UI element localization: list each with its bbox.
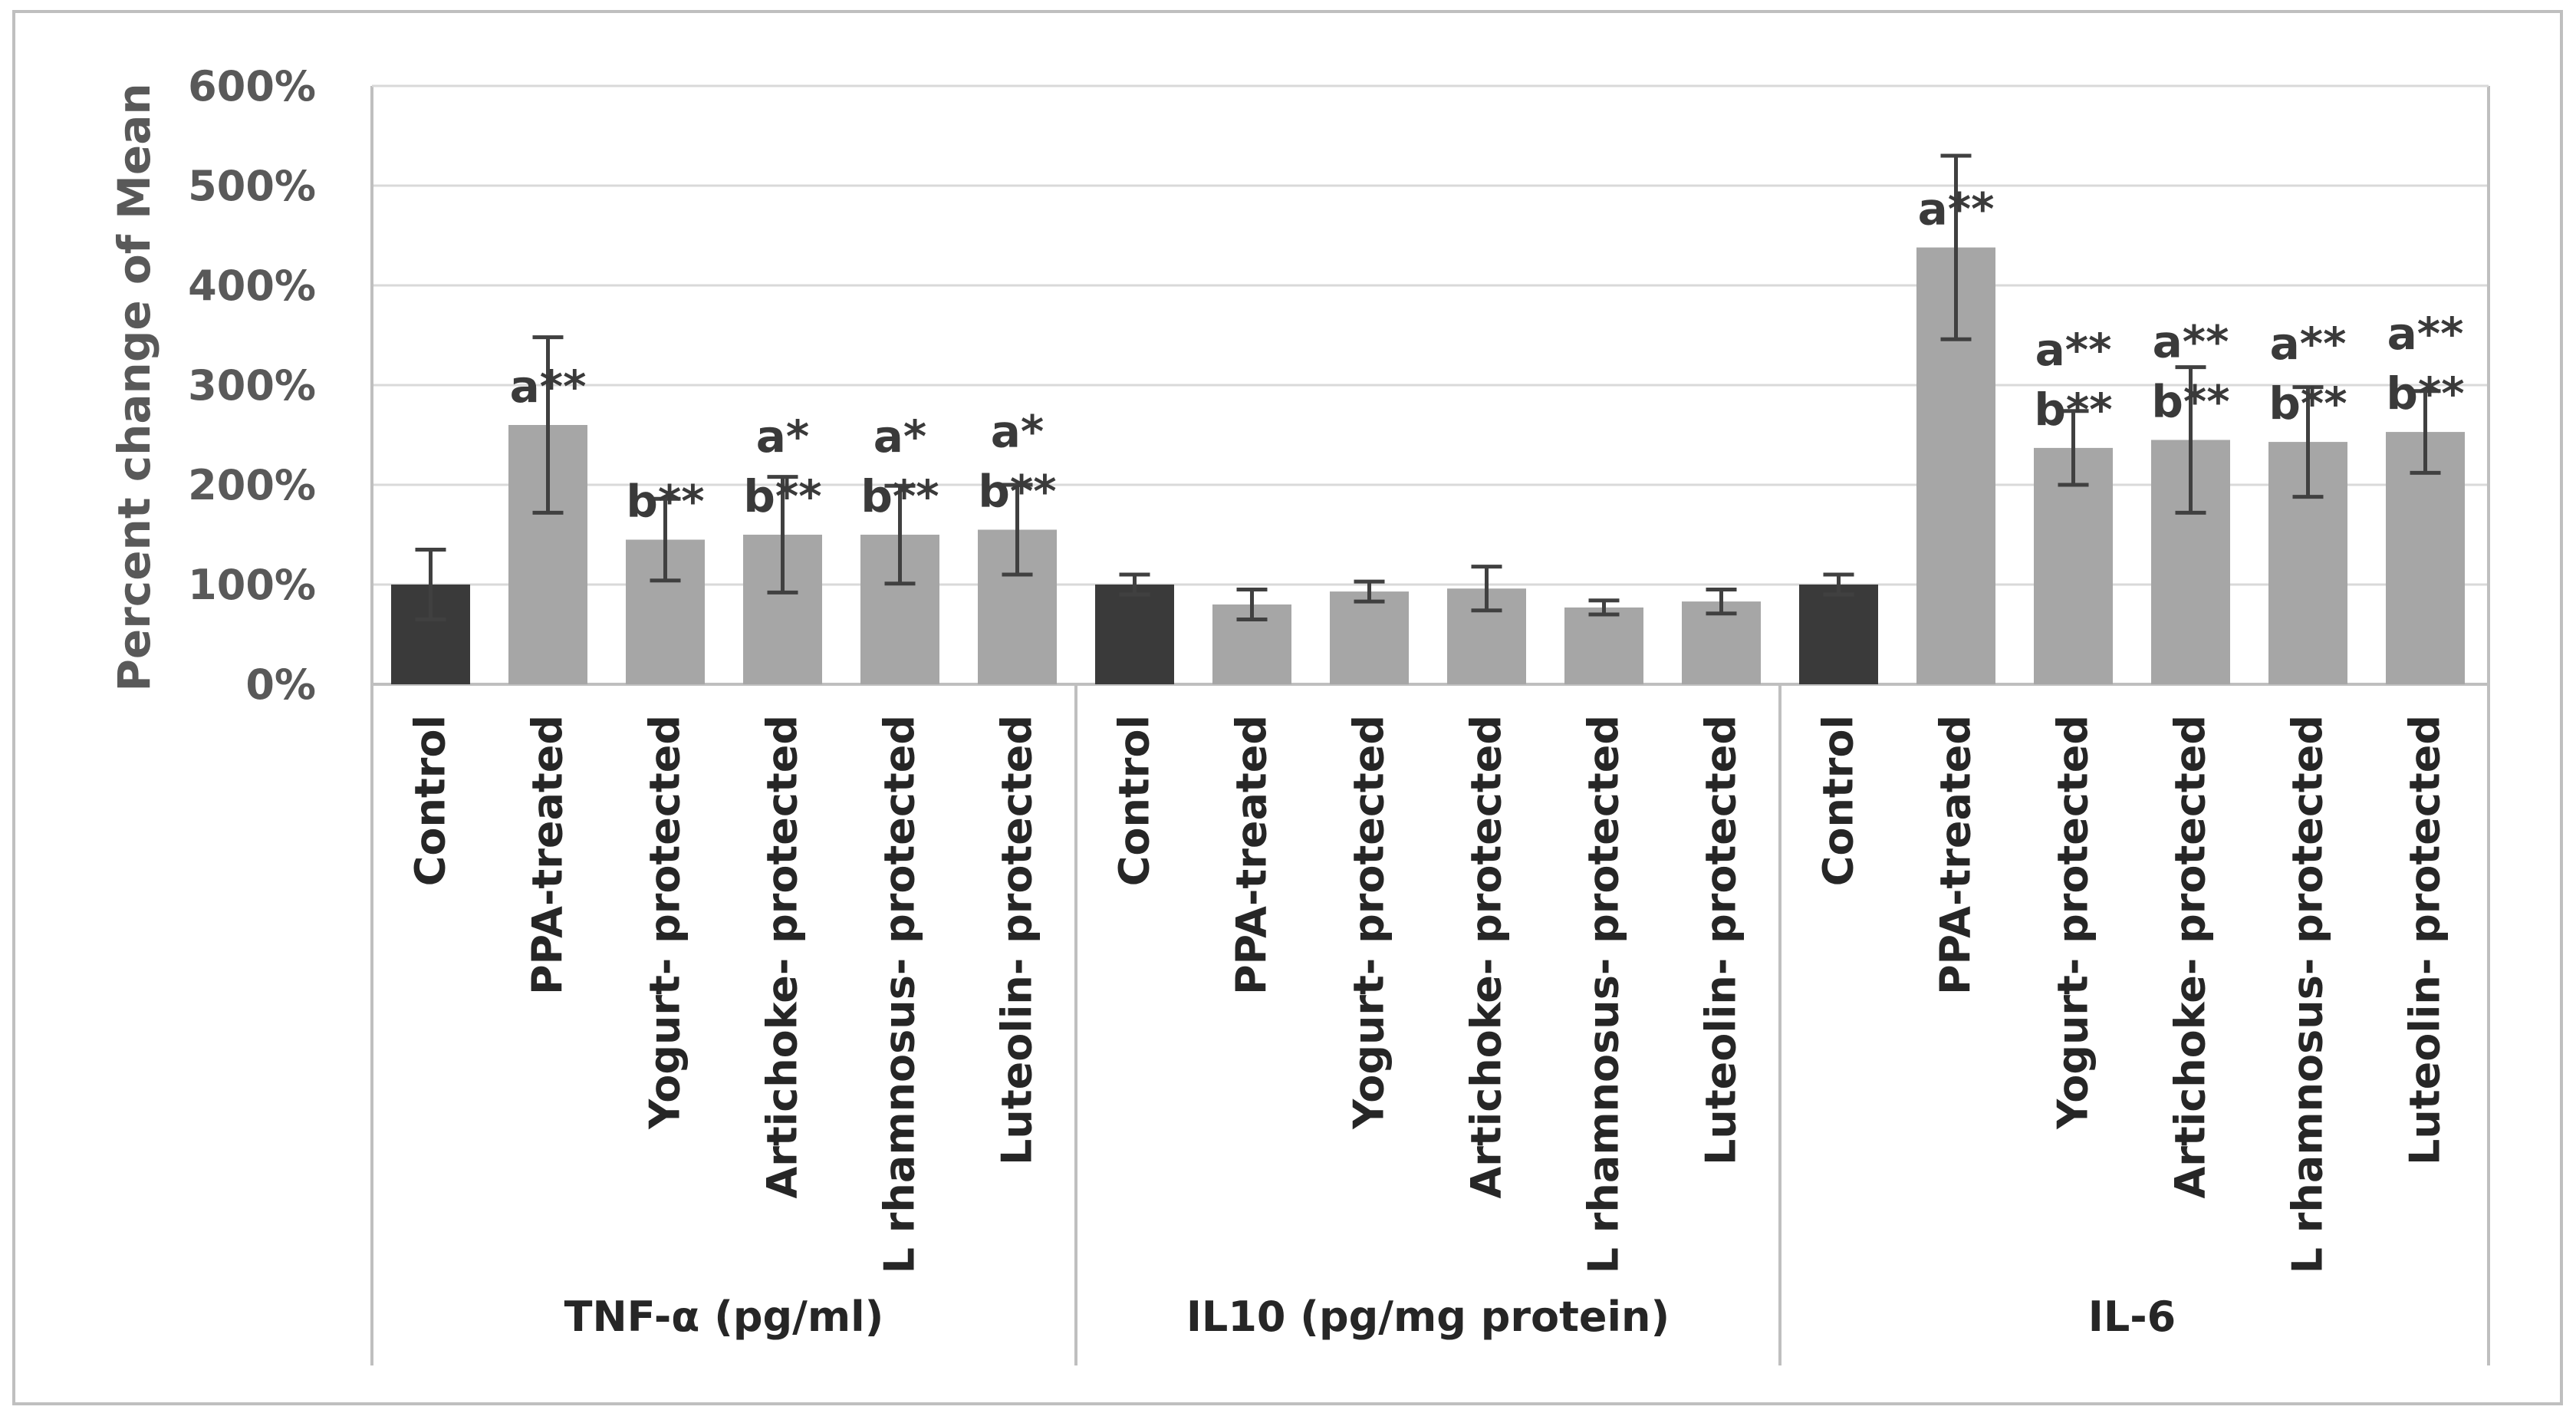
x-group-label: TNF-α (pg/ml) <box>564 1293 884 1341</box>
x-category-label: L rhamnosus- protected <box>876 715 924 1273</box>
significance-label: a** <box>2035 324 2112 376</box>
y-tick-label: 400% <box>188 262 316 310</box>
significance-label: a* <box>991 406 1044 458</box>
significance-label: a** <box>2387 308 2464 360</box>
significance-label: b** <box>2034 384 2112 436</box>
significance-label: a** <box>2153 316 2229 368</box>
significance-label: a* <box>873 410 926 463</box>
y-tick-label: 100% <box>188 561 316 609</box>
x-category-label: Luteolin- protected <box>993 715 1041 1165</box>
x-category-label: Control <box>1814 715 1863 886</box>
significance-label: b** <box>978 466 1056 518</box>
y-tick-label: 500% <box>188 162 316 210</box>
x-category-label: Luteolin- protected <box>1697 715 1745 1165</box>
y-axis: Percent change of Mean 0% 100% 200% 300% 400… <box>108 62 316 709</box>
x-category-label: Luteolin- protected <box>2401 715 2449 1165</box>
x-category-label: PPA-treated <box>524 715 572 995</box>
x-category-label: PPA-treated <box>1228 715 1276 995</box>
bar <box>1095 585 1174 684</box>
x-category-label: PPA-treated <box>1932 715 1980 995</box>
x-category-label: Yogurt- protected <box>2049 715 2097 1130</box>
significance-label: b** <box>2268 377 2347 430</box>
x-category-label: L rhamnosus- protected <box>2284 715 2332 1273</box>
significance-label: b** <box>2386 367 2464 420</box>
y-tick-label: 200% <box>188 461 316 509</box>
y-tick-label: 300% <box>188 361 316 410</box>
significance-label: b** <box>743 470 821 522</box>
x-axis-category-labels: Control PPA-treated Yogurt- protected Artic… <box>406 715 2449 1273</box>
x-axis-group-labels: TNF-α (pg/ml) IL10 (pg/mg protein) IL-6 <box>564 1293 2176 1341</box>
bar <box>1799 585 1878 684</box>
significance-label: a* <box>756 410 809 463</box>
x-category-label: Artichoke- protected <box>1462 715 1511 1199</box>
significance-label: b** <box>860 470 939 522</box>
significance-label: a** <box>510 361 587 413</box>
bar <box>2034 447 2113 684</box>
bar <box>1564 607 1643 684</box>
x-category-label: Control <box>406 715 455 886</box>
gridlines <box>370 84 2490 1365</box>
y-tick-label: 600% <box>188 62 316 110</box>
significance-label: a** <box>1918 183 1995 236</box>
chart-outer-frame <box>12 10 2563 1405</box>
error-bars <box>415 153 2441 621</box>
bar <box>1330 591 1409 684</box>
x-category-label: L rhamnosus- protected <box>1580 715 1628 1273</box>
significance-label: b** <box>2151 376 2229 428</box>
y-axis-title: Percent change of Mean <box>108 83 160 691</box>
significance-label: b** <box>626 476 704 528</box>
x-group-label: IL-6 <box>2088 1293 2176 1341</box>
x-category-label: Yogurt- protected <box>641 715 689 1130</box>
x-category-label: Yogurt- protected <box>1345 715 1393 1130</box>
significance-annotations: a** b** a* b** a* b** a* b** a** a** b** a** b** a** b… <box>510 183 2465 528</box>
y-tick-label: 0% <box>245 660 316 709</box>
x-category-label: Artichoke- protected <box>758 715 807 1199</box>
significance-label: a** <box>2270 318 2347 370</box>
x-group-label: IL10 (pg/mg protein) <box>1186 1293 1670 1341</box>
x-category-label: Control <box>1110 715 1159 886</box>
x-category-label: Artichoke- protected <box>2166 715 2215 1199</box>
